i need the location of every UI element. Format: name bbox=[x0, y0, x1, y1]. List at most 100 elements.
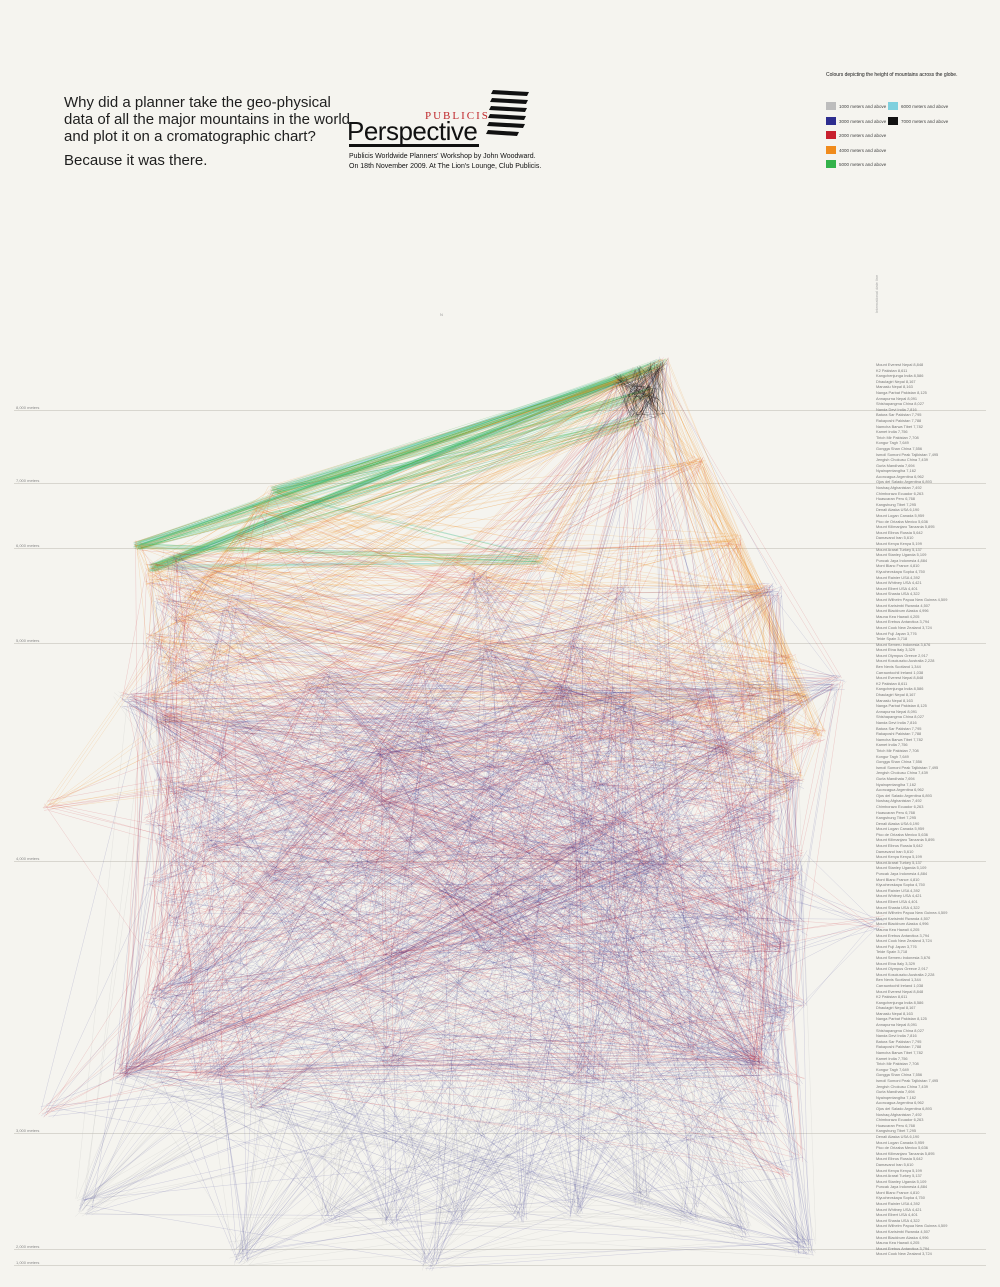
connection-line bbox=[156, 819, 804, 927]
connection-line bbox=[125, 1014, 791, 1070]
connection-line bbox=[543, 756, 751, 1061]
connection-line bbox=[156, 490, 275, 716]
connection-line bbox=[129, 705, 163, 785]
connection-line bbox=[156, 996, 389, 1062]
connection-line bbox=[154, 577, 479, 1000]
connection-line bbox=[197, 1018, 774, 1067]
connection-line bbox=[570, 634, 651, 832]
connection-line bbox=[634, 372, 759, 697]
connection-line bbox=[394, 1066, 397, 1220]
connection-line bbox=[477, 866, 662, 953]
connection-line bbox=[125, 371, 660, 1079]
connection-line bbox=[648, 395, 808, 701]
connection-line bbox=[612, 675, 840, 694]
connection-line bbox=[123, 656, 497, 1076]
connection-line bbox=[140, 550, 624, 589]
connection-line bbox=[665, 358, 810, 697]
connection-line bbox=[323, 592, 781, 678]
connection-line bbox=[149, 571, 757, 758]
connection-line bbox=[156, 712, 669, 870]
connection-line bbox=[395, 943, 794, 1068]
connection-line bbox=[155, 719, 689, 1048]
connection-line bbox=[359, 779, 528, 839]
connection-line bbox=[169, 554, 535, 682]
connection-line bbox=[243, 543, 835, 677]
connection-line bbox=[652, 961, 773, 1054]
connection-line bbox=[768, 592, 771, 884]
connection-line bbox=[205, 374, 637, 581]
connection-line bbox=[131, 752, 760, 1058]
connection-line bbox=[436, 724, 585, 1078]
connection-line bbox=[239, 535, 765, 596]
connection-line bbox=[119, 642, 153, 1076]
connection-line bbox=[538, 558, 764, 754]
connection-line bbox=[586, 702, 638, 888]
connection-line bbox=[155, 604, 175, 786]
connection-line bbox=[699, 466, 791, 660]
connection-line bbox=[154, 563, 704, 696]
connection-line bbox=[578, 735, 773, 1208]
connection-line bbox=[791, 787, 798, 871]
connection-line bbox=[238, 600, 758, 982]
connection-line bbox=[644, 829, 760, 863]
connection-line bbox=[161, 538, 740, 660]
connection-line bbox=[424, 672, 805, 1005]
connection-line bbox=[582, 643, 584, 1073]
connection-line bbox=[140, 379, 625, 545]
connection-line bbox=[40, 556, 181, 1111]
connection-line bbox=[478, 582, 782, 1075]
connection-line bbox=[629, 961, 685, 1058]
connection-line bbox=[210, 688, 569, 847]
connection-line bbox=[117, 1063, 698, 1215]
connection-line bbox=[161, 775, 454, 1217]
connection-line bbox=[432, 654, 792, 722]
connection-line bbox=[561, 695, 794, 875]
connection-line bbox=[239, 535, 475, 585]
connection-line bbox=[233, 729, 255, 1097]
connection-line bbox=[576, 832, 654, 1070]
connection-line bbox=[120, 892, 449, 1077]
connection-line bbox=[766, 587, 803, 702]
connection-line bbox=[50, 660, 794, 807]
connection-line bbox=[250, 1106, 751, 1140]
connection-line bbox=[650, 785, 798, 864]
connection-line bbox=[130, 377, 623, 1061]
connection-line bbox=[204, 1076, 784, 1170]
connection-line bbox=[159, 962, 525, 1218]
connection-line bbox=[514, 709, 679, 1213]
connection-line bbox=[556, 748, 807, 1239]
connection-line bbox=[657, 588, 772, 836]
connection-line bbox=[196, 709, 669, 1078]
connection-line bbox=[586, 923, 872, 1071]
connection-line bbox=[326, 685, 555, 1216]
connection-line bbox=[125, 919, 179, 1070]
connection-line bbox=[156, 901, 463, 1210]
connection-line bbox=[393, 960, 755, 1144]
connection-line bbox=[146, 700, 799, 779]
connection-line bbox=[169, 792, 525, 1210]
connection-line bbox=[226, 590, 766, 734]
connection-line bbox=[234, 597, 618, 720]
connection-line bbox=[130, 396, 658, 693]
connection-line bbox=[135, 540, 151, 580]
connection-line bbox=[575, 851, 579, 1081]
connection-line bbox=[155, 840, 519, 1221]
connection-line bbox=[320, 779, 352, 1226]
connection-line bbox=[225, 559, 803, 696]
connection-line bbox=[167, 713, 616, 829]
connection-line bbox=[152, 594, 757, 636]
connection-line bbox=[605, 914, 756, 1072]
connection-line bbox=[562, 688, 709, 696]
connection-line bbox=[150, 372, 637, 572]
connection-line bbox=[164, 662, 742, 913]
connection-line bbox=[166, 676, 325, 715]
connection-line bbox=[167, 568, 661, 719]
connection-line bbox=[149, 363, 651, 569]
connection-line bbox=[543, 424, 634, 557]
connection-line bbox=[653, 375, 668, 719]
connection-line bbox=[149, 367, 639, 571]
connection-line bbox=[701, 463, 821, 734]
connection-line bbox=[460, 885, 520, 1223]
connection-line bbox=[444, 369, 636, 888]
connection-line bbox=[755, 790, 784, 1058]
